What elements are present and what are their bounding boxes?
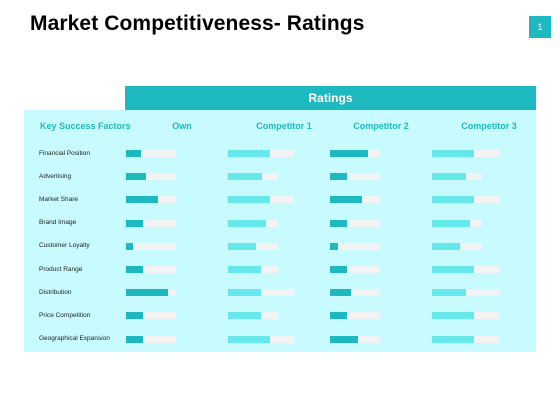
rating-bar (126, 289, 168, 297)
rating-bar-track (432, 312, 500, 320)
rating-bar-track (330, 219, 380, 227)
rating-bar (432, 219, 470, 227)
rating-bar-track (228, 219, 278, 227)
rating-bar (126, 335, 143, 343)
rating-bar (432, 312, 474, 320)
rating-bar-track (126, 266, 176, 273)
rating-bar-track (126, 150, 176, 157)
rating-bar-track (330, 335, 380, 343)
rating-bar (330, 266, 347, 273)
rating-bar-track (330, 242, 380, 250)
rating-bar (228, 289, 261, 297)
rating-bar-track (126, 242, 176, 250)
ratings-header: Ratings (125, 86, 536, 110)
rating-bar (432, 242, 460, 250)
rating-bar-track (126, 312, 176, 320)
row-label: Geographical Expansion (39, 335, 110, 343)
rating-bar (126, 242, 133, 250)
rating-bar-track (126, 196, 176, 204)
rating-bar-track (228, 173, 278, 181)
rating-bar-track (330, 150, 380, 157)
rating-bar (228, 196, 270, 204)
rating-bar-track (432, 242, 482, 250)
rating-bar (330, 289, 351, 297)
rating-bar (330, 219, 347, 227)
row-label: Financial Position (39, 149, 90, 157)
rating-bar (126, 173, 146, 181)
rating-bar (432, 173, 466, 181)
rating-bar (330, 173, 347, 181)
rating-bar (432, 196, 474, 204)
rating-bar-track (228, 312, 278, 320)
rating-bar-track (228, 266, 278, 273)
rating-bar-track (228, 289, 294, 297)
rating-bar (432, 150, 474, 157)
rating-bar (330, 242, 338, 250)
rating-bar (126, 266, 143, 273)
rating-bar (228, 173, 262, 181)
rating-bar (228, 219, 266, 227)
rating-bar-track (126, 289, 176, 297)
series-header-own: Own (172, 121, 192, 131)
rating-bar (330, 150, 368, 157)
rating-bar (228, 266, 261, 273)
rating-bar (126, 196, 158, 204)
row-label: Product Range (39, 265, 83, 273)
rating-bar-track (432, 289, 500, 297)
rating-bar (330, 335, 358, 343)
series-header-competitor-2: Competitor 2 (353, 121, 409, 131)
rating-bar (228, 335, 270, 343)
rating-bar (228, 150, 270, 157)
rating-bar-track (330, 289, 380, 297)
rating-bar-track (432, 196, 500, 204)
rating-bar-track (432, 173, 482, 181)
rating-bar-track (330, 196, 380, 204)
rating-bar (330, 312, 347, 320)
page-title: Market Competitiveness- Ratings (30, 12, 365, 35)
row-label: Advertising (39, 172, 72, 180)
rating-bar-track (432, 335, 500, 343)
rating-bar-track (126, 173, 176, 181)
rating-bar (330, 196, 362, 204)
rating-bar (228, 242, 256, 250)
rating-bar-track (432, 219, 482, 227)
rating-bar-track (228, 335, 294, 343)
row-label: Distribution (39, 288, 72, 296)
row-label: Customer Loyalty (39, 242, 90, 250)
rating-bar-track (228, 242, 278, 250)
rating-bar-track (432, 150, 500, 157)
rating-bar (126, 219, 143, 227)
rating-bar-track (330, 266, 380, 273)
series-header-competitor-1: Competitor 1 (256, 121, 312, 131)
series-header-competitor-3: Competitor 3 (461, 121, 517, 131)
rating-bar-track (330, 173, 380, 181)
rating-bar (432, 335, 474, 343)
rating-bar-track (432, 266, 500, 273)
row-label: Price Competition (39, 311, 91, 319)
row-label: Brand Image (39, 219, 77, 227)
rating-bar (432, 289, 466, 297)
rating-bar-track (228, 196, 294, 204)
page-number-badge: 1 (529, 16, 551, 38)
rating-bar (126, 150, 141, 157)
key-success-factors-header: Key Success Factors (40, 121, 131, 131)
row-label: Market Share (39, 195, 79, 203)
rating-bar-track (228, 150, 294, 157)
rating-bar (432, 266, 474, 273)
rating-bar-track (330, 312, 380, 320)
rating-bar (228, 312, 261, 320)
rating-bar (126, 312, 143, 320)
rating-bar-track (126, 219, 176, 227)
rating-bar-track (126, 335, 176, 343)
